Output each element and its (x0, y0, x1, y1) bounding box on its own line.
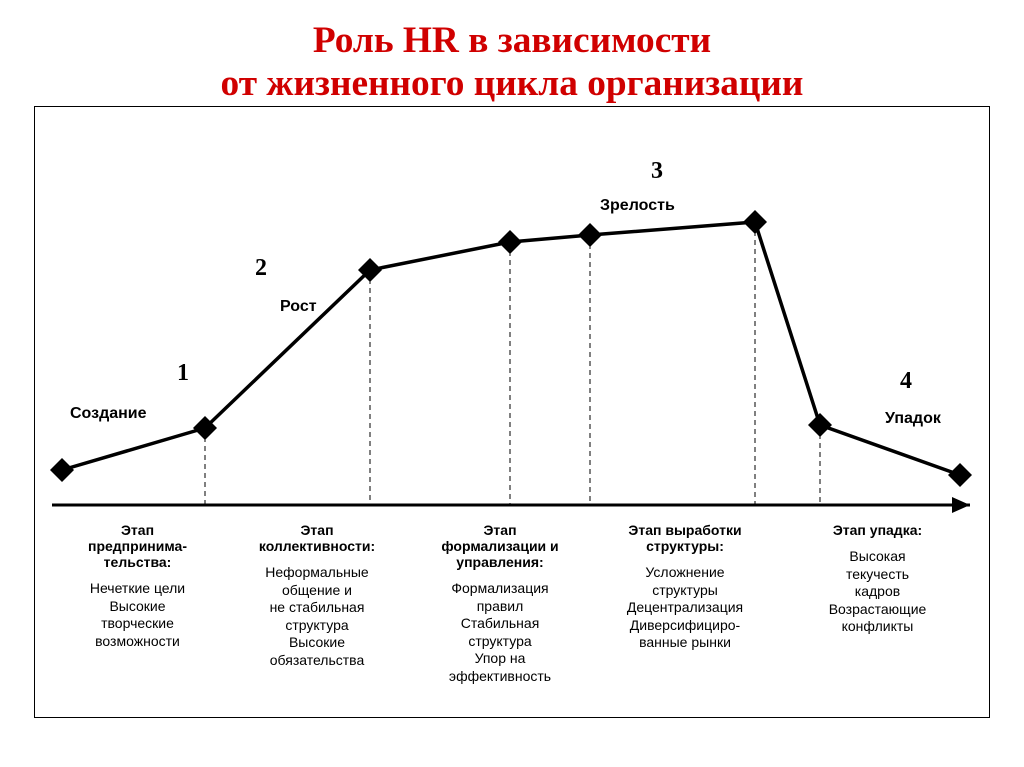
phase-number-0: 1 (177, 360, 189, 387)
stage-title-0: Этаппредпринима-тельства: (55, 522, 220, 570)
stage-body-0: Нечеткие целиВысокиетворческиевозможност… (55, 580, 220, 650)
phase-number-1: 2 (255, 255, 267, 282)
stage-body-2: ФормализацияправилСтабильнаяструктураУпо… (415, 580, 585, 685)
stage-block-0: Этаппредпринима-тельства: Нечеткие целиВы… (55, 522, 220, 650)
stage-block-1: Этапколлективности: Неформальныеобщение и… (232, 522, 402, 669)
stage-title-4: Этап упадка: (790, 522, 965, 538)
phase-number-2: 3 (651, 158, 663, 185)
stage-block-2: Этапформализации иуправления: Формализаци… (415, 522, 585, 685)
phase-label-3: Упадок (885, 410, 941, 428)
phase-label-0: Создание (70, 405, 147, 423)
stage-body-3: УсложнениеструктурыДецентрализацияДиверс… (600, 564, 770, 652)
stage-title-1: Этапколлективности: (232, 522, 402, 554)
stage-body-1: Неформальныеобщение ине стабильнаяструкт… (232, 564, 402, 669)
slide-root: Роль HR в зависимости от жизненного цикл… (0, 0, 1024, 767)
phase-label-2: Зрелость (600, 197, 675, 215)
phase-label-1: Рост (280, 298, 317, 316)
stage-title-3: Этап выработкиструктуры: (600, 522, 770, 554)
stage-block-3: Этап выработкиструктуры: Усложнениеструкт… (600, 522, 770, 652)
phase-number-3: 4 (900, 368, 912, 395)
stage-title-2: Этапформализации иуправления: (415, 522, 585, 570)
stage-block-4: Этап упадка: ВысокаятекучестькадровВозрас… (790, 522, 965, 636)
stage-body-4: ВысокаятекучестькадровВозрастающиеконфли… (790, 548, 965, 636)
